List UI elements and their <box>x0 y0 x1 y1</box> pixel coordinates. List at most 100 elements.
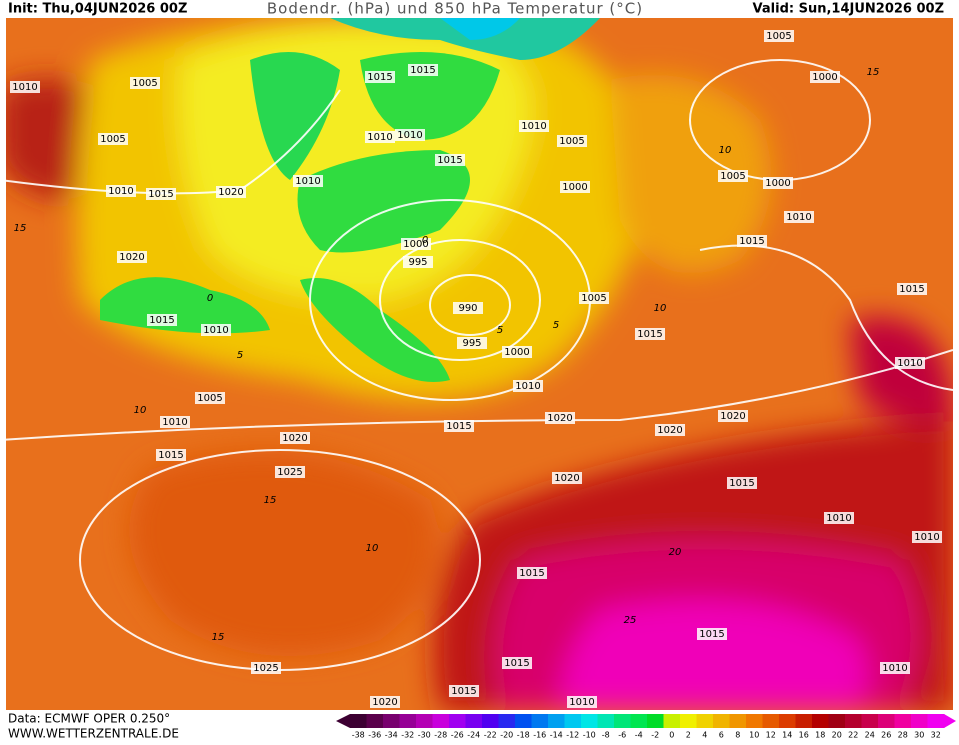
scale-swatch <box>861 714 879 728</box>
isobar-label-box <box>280 432 310 444</box>
scale-swatch <box>432 714 450 728</box>
isobar-label: 1005 <box>766 31 791 42</box>
isobar-label: 1020 <box>720 411 745 422</box>
isobar-label: 1020 <box>119 252 144 263</box>
scale-tick-label: 8 <box>735 731 740 740</box>
isobar-label-box <box>897 283 927 295</box>
scale-tick-label: -22 <box>484 731 497 740</box>
temperature-label: 5 <box>497 325 503 336</box>
isobar-label: 1010 <box>203 325 228 336</box>
isobar-label-box <box>408 64 438 76</box>
scale-tick-label: 30 <box>914 731 924 740</box>
isobar-label: 1025 <box>277 467 302 478</box>
isobar-label: 1000 <box>765 178 790 189</box>
map-title: Bodendr. (hPa) und 850 hPa Temperatur (°… <box>267 0 643 18</box>
scale-tick-label: -10 <box>583 731 596 740</box>
isobar-label-box <box>10 81 40 93</box>
scale-tick-label: -24 <box>467 731 480 740</box>
isobar-label-box <box>130 77 160 89</box>
scale-tick-label: 26 <box>881 731 891 740</box>
isobar-label: 1015 <box>451 686 476 697</box>
isobar-label-box <box>444 420 474 432</box>
scale-swatch <box>449 714 466 728</box>
isobar-label-box <box>579 292 609 304</box>
isobar-label-box <box>365 131 395 143</box>
temperature-label: 10 <box>134 405 147 416</box>
isobar-label: 1005 <box>100 134 125 145</box>
isobar-label: 1015 <box>367 72 392 83</box>
scale-tick-label: 32 <box>931 731 941 740</box>
header-bar <box>0 0 959 18</box>
scale-tick-label: 22 <box>848 731 858 740</box>
isobar-label-box <box>403 256 433 268</box>
isobar-label-box <box>635 328 665 340</box>
isobar-label-box <box>764 30 794 42</box>
isobar-label: 990 <box>458 303 477 314</box>
isobar-label: 1005 <box>132 78 157 89</box>
isobar-label-box <box>401 238 431 250</box>
isobar-label-box <box>763 177 793 189</box>
scale-swatch <box>927 714 945 728</box>
scale-swatch <box>416 714 433 728</box>
temperature-label: 15 <box>14 223 27 234</box>
isobar-label-box <box>560 181 590 193</box>
website: WWW.WETTERZENTRALE.DE <box>8 727 179 741</box>
isobar-label: 995 <box>462 338 481 349</box>
scale-swatch <box>696 714 714 728</box>
isobar-label-box <box>502 657 532 669</box>
isobar-label-box <box>195 392 225 404</box>
isobar-label: 1015 <box>446 421 471 432</box>
scale-tick-label: 0 <box>669 731 674 740</box>
isobar-label: 1010 <box>397 130 422 141</box>
isobar-label-box <box>718 170 748 182</box>
isobar-label-box <box>293 175 323 187</box>
scale-swatch <box>729 714 747 728</box>
scale-tick-label: 16 <box>799 731 809 740</box>
scale-swatch <box>894 714 912 728</box>
scale-tick-label: -28 <box>434 731 447 740</box>
scale-tick-label: 24 <box>865 731 875 740</box>
temperature-label: 0 <box>207 293 213 304</box>
scale-swatch <box>630 714 648 728</box>
scale-swatch <box>597 714 615 728</box>
scale-tick-label: -14 <box>550 731 563 740</box>
isobar-label-box <box>552 472 582 484</box>
scale-swatch <box>779 714 796 728</box>
isobar-label-box <box>106 185 136 197</box>
isobar-label: 1015 <box>410 65 435 76</box>
scale-swatch <box>482 714 499 728</box>
isobar-label: 1005 <box>720 171 745 182</box>
scale-tick-label: 20 <box>832 731 842 740</box>
isobar-label-box <box>545 412 575 424</box>
scale-tick-label: -26 <box>451 731 464 740</box>
scale-tick-label: 14 <box>782 731 792 740</box>
isobar-label: 1005 <box>197 393 222 404</box>
isobar-label: 1010 <box>882 663 907 674</box>
isobar-label-box <box>457 337 487 349</box>
scale-swatch <box>828 714 846 728</box>
scale-tick-label: -4 <box>635 731 643 740</box>
isobar-label: 1005 <box>559 136 584 147</box>
isobar-label: 1015 <box>149 315 174 326</box>
isobar-label-box <box>697 628 727 640</box>
scale-swatch <box>498 714 516 728</box>
isobar-label-box <box>216 186 246 198</box>
isobar-label-box <box>156 449 186 461</box>
scale-tick-label: 18 <box>815 731 825 740</box>
isobar-label: 1010 <box>162 417 187 428</box>
scale-tick-label: -34 <box>385 731 398 740</box>
isobar-label-box <box>146 188 176 200</box>
isobar-label: 1010 <box>521 121 546 132</box>
isobar-label-box <box>201 324 231 336</box>
scale-swatch <box>581 714 598 728</box>
isobar-label-box <box>655 424 685 436</box>
scale-swatch <box>762 714 780 728</box>
temperature-label: 10 <box>366 543 379 554</box>
isobar-label: 1010 <box>367 132 392 143</box>
scale-tick-label: -36 <box>368 731 381 740</box>
scale-swatch <box>465 714 483 728</box>
scale-tick-label: 28 <box>898 731 908 740</box>
isobar-label-box <box>370 696 400 708</box>
isobar-label-box <box>912 531 942 543</box>
